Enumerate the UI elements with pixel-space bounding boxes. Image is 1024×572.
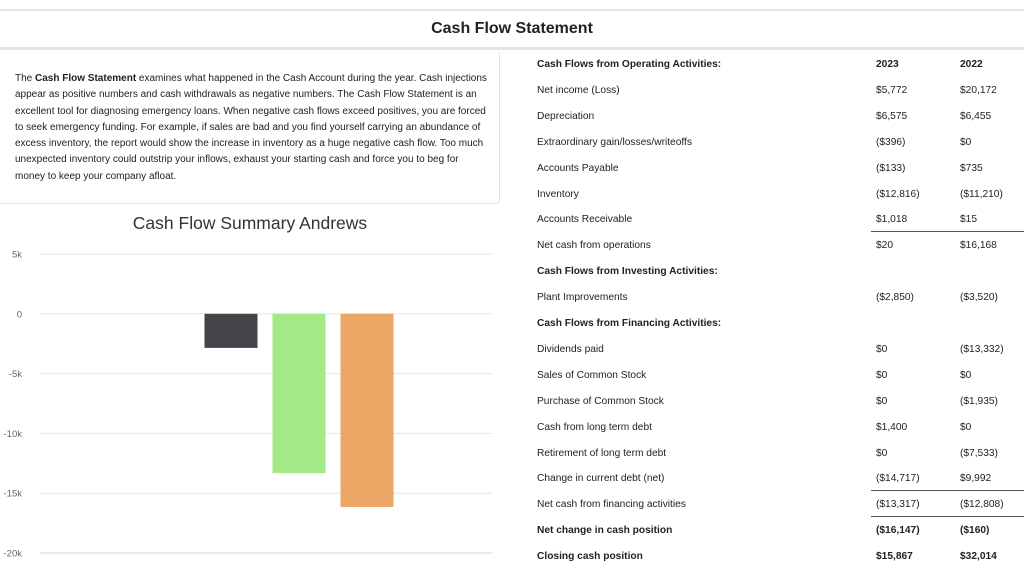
table-row: Change in current debt (net) ($14,717) $9,… xyxy=(533,466,1024,492)
row-value-current: $6,575 xyxy=(876,110,908,122)
table-row: Cash Flows from Financing Activities: xyxy=(533,311,1024,337)
year-header-prior: 2022 xyxy=(960,59,983,70)
row-label: Inventory xyxy=(537,188,579,200)
row-label: Cash Flows from Investing Activities: xyxy=(537,266,718,278)
subtotal-rule xyxy=(871,231,1024,233)
row-value-current: $1,400 xyxy=(876,421,908,433)
table-row: Inventory ($12,816) ($11,210) xyxy=(533,182,1024,208)
row-label: Net cash from financing activities xyxy=(537,499,686,511)
cash-flow-summary-chart: 5k 0 -5k -10k -15k -20k xyxy=(4,250,492,560)
row-value-current: $20 xyxy=(876,240,893,252)
row-value-current: ($133) xyxy=(876,162,906,174)
row-value-prior: $15 xyxy=(960,214,977,226)
subtotal-rule xyxy=(871,516,1024,518)
table-row: Net cash from operations $20 $16,168 xyxy=(533,233,1024,259)
row-value-current: $0 xyxy=(876,369,888,381)
row-value-prior: $16,168 xyxy=(960,240,997,252)
row-value-prior: $0 xyxy=(960,136,972,148)
row-value-prior: ($13,332) xyxy=(960,343,1004,355)
row-label: Extraordinary gain/losses/writeoffs xyxy=(537,136,692,148)
row-value-prior: $20,172 xyxy=(960,84,997,96)
row-value-current: $0 xyxy=(876,395,888,407)
table-row: Extraordinary gain/losses/writeoffs ($396… xyxy=(533,130,1024,156)
row-label: Plant Improvements xyxy=(537,292,628,304)
table-row: Accounts Payable ($133) $735 xyxy=(533,156,1024,182)
row-value-current: $15,867 xyxy=(876,551,913,563)
row-value-current: ($12,816) xyxy=(876,188,920,200)
table-row: Purchase of Common Stock $0 ($1,935) xyxy=(533,389,1024,415)
row-label: Net change in cash position xyxy=(537,525,673,537)
row-value-prior: $0 xyxy=(960,369,972,381)
description-text: The Cash Flow Statement examines what ha… xyxy=(15,71,490,185)
y-tick-label: -20k xyxy=(4,549,23,560)
table-row: Net income (Loss) $5,772 $20,172 xyxy=(533,78,1024,104)
row-value-current: ($396) xyxy=(876,136,906,148)
row-value-current: $1,018 xyxy=(876,214,908,226)
row-label: Sales of Common Stock xyxy=(537,369,647,381)
row-value-prior: ($1,935) xyxy=(960,395,998,407)
table-row: Cash Flows from Operating Activities: xyxy=(533,52,1024,78)
row-label: Dividends paid xyxy=(537,343,604,355)
row-label: Purchase of Common Stock xyxy=(537,395,664,407)
top-divider xyxy=(0,9,1024,11)
table-row: Plant Improvements ($2,850) ($3,520) xyxy=(533,285,1024,311)
row-value-prior: $6,455 xyxy=(960,110,992,122)
row-label: Cash from long term debt xyxy=(537,421,652,433)
row-label: Closing cash position xyxy=(537,551,643,563)
page-title: Cash Flow Statement xyxy=(431,20,593,37)
row-value-prior: ($160) xyxy=(960,525,990,537)
row-value-prior: ($11,210) xyxy=(960,188,1003,200)
row-label: Net income (Loss) xyxy=(537,84,620,96)
bar[interactable] xyxy=(272,313,326,474)
y-tick-label: -10k xyxy=(4,429,23,440)
y-tick-label: 0 xyxy=(17,309,22,320)
table-row: Depreciation $6,575 $6,455 xyxy=(533,104,1024,130)
y-tick-label: -15k xyxy=(4,489,23,500)
bar[interactable] xyxy=(204,313,258,348)
table-row: Closing cash position $15,867 $32,014 xyxy=(533,544,1024,570)
row-label: Cash Flows from Operating Activities: xyxy=(537,59,722,70)
row-label: Accounts Payable xyxy=(537,162,619,174)
description-intro: The xyxy=(15,73,36,84)
row-value-current: $0 xyxy=(876,343,888,355)
row-value-current: $0 xyxy=(876,447,888,459)
row-value-prior: $0 xyxy=(960,421,972,433)
row-label: Cash Flows from Financing Activities: xyxy=(537,318,722,329)
table-row: Cash from long term debt $1,400 $0 xyxy=(533,415,1024,441)
row-value-prior: $9,992 xyxy=(960,473,992,485)
year-header-current: 2023 xyxy=(876,59,899,70)
row-value-prior: ($3,520) xyxy=(960,292,998,304)
table-row: Net cash from financing activities ($13,3… xyxy=(533,492,1024,518)
row-value-current: ($14,717) xyxy=(876,473,920,485)
row-value-prior: $32,014 xyxy=(960,551,997,563)
row-label: Retirement of long term debt xyxy=(537,447,667,459)
row-value-current: $5,772 xyxy=(876,84,908,96)
y-tick-label: 5k xyxy=(12,250,22,261)
y-tick-label: -5k xyxy=(9,369,22,380)
row-value-current: ($2,850) xyxy=(876,292,914,304)
row-label: Accounts Receivable xyxy=(537,214,633,226)
table-row: Sales of Common Stock $0 $0 xyxy=(533,363,1024,389)
table-row: Dividends paid $0 ($13,332) xyxy=(533,337,1024,363)
row-value-current: ($13,317) xyxy=(876,499,920,511)
bar[interactable] xyxy=(340,313,394,507)
description-lead: Cash Flow Statement xyxy=(35,73,137,84)
table-row: Net change in cash position ($16,147) ($16… xyxy=(533,518,1024,544)
subtotal-rule xyxy=(871,490,1024,492)
row-value-prior: ($7,533) xyxy=(960,447,998,459)
description-card: The Cash Flow Statement examines what ha… xyxy=(0,52,500,204)
chart-title: Cash Flow Summary Andrews xyxy=(132,213,368,233)
row-label: Net cash from operations xyxy=(537,240,651,252)
row-label: Depreciation xyxy=(537,110,595,122)
title-divider xyxy=(0,47,1024,50)
table-row: Retirement of long term debt $0 ($7,533) xyxy=(533,441,1024,467)
row-value-current: ($16,147) xyxy=(876,525,920,537)
row-value-prior: ($12,808) xyxy=(960,499,1004,511)
table-header-row: 2023 2022 xyxy=(533,52,1024,78)
table-row: Cash Flows from Investing Activities: xyxy=(533,259,1024,285)
row-value-prior: $735 xyxy=(960,162,983,174)
row-label: Change in current debt (net) xyxy=(537,473,665,485)
description-body: examines what happened in the Cash Accou… xyxy=(15,73,487,182)
table-row: Accounts Receivable $1,018 $15 xyxy=(533,207,1024,233)
